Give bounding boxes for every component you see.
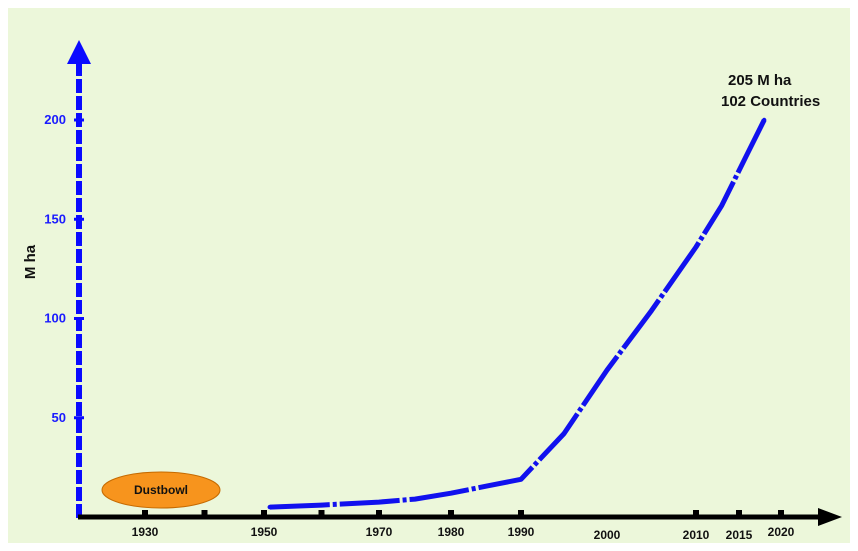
x-tick-mark xyxy=(736,510,742,518)
series-line xyxy=(269,118,767,510)
data-point xyxy=(745,151,750,156)
x-tick-label: 2010 xyxy=(683,528,710,542)
x-tick-label: 2020 xyxy=(768,525,795,539)
data-point xyxy=(319,502,324,508)
x-tick-label: 1970 xyxy=(366,525,393,539)
x-ticks: 1930 1950 1970 1980 1990 2000 2010 2015 2020 xyxy=(132,510,795,542)
y-tick-label: 50 xyxy=(52,410,66,425)
data-point xyxy=(561,431,567,436)
event-marker xyxy=(101,471,221,509)
chart-background xyxy=(8,8,850,543)
y-tick-label: 200 xyxy=(44,112,66,127)
x-tick-mark xyxy=(261,510,267,518)
x-tick-mark xyxy=(376,510,382,518)
data-point xyxy=(267,504,272,510)
x-tick-mark xyxy=(518,510,524,518)
y-axis-arrowhead xyxy=(67,40,91,64)
x-tick-mark xyxy=(142,510,148,518)
annotation-country-count: 102 Countries xyxy=(721,93,820,110)
x-tick-mark xyxy=(693,510,699,518)
y-tick-label: 150 xyxy=(44,211,66,226)
data-point xyxy=(604,367,610,373)
x-tick-mark xyxy=(318,510,325,518)
data-point xyxy=(719,203,724,208)
data-point xyxy=(649,308,654,313)
y-axis-label: M ha xyxy=(22,244,39,279)
x-tick-mark xyxy=(778,510,784,518)
y-tick-label: 100 xyxy=(44,311,66,326)
y-ticks: 50 100 150 200 xyxy=(44,112,84,425)
series-group xyxy=(267,117,767,510)
data-point xyxy=(483,484,489,489)
data-point xyxy=(693,244,699,250)
event-label: Dustbowl xyxy=(134,483,188,497)
x-tick-label: 2000 xyxy=(594,528,621,542)
x-axis-arrowhead xyxy=(818,508,842,526)
x-tick-label: 2015 xyxy=(726,528,753,542)
x-tick-label: 1930 xyxy=(132,525,159,539)
x-tick-mark xyxy=(201,510,208,518)
data-point xyxy=(762,117,767,123)
x-tick-label: 1950 xyxy=(251,525,278,539)
annotation-total-area: 205 M ha xyxy=(728,72,792,89)
data-point xyxy=(412,496,418,502)
data-point xyxy=(448,490,454,496)
x-tick-mark xyxy=(448,510,454,518)
x-tick-label: 1980 xyxy=(438,525,465,539)
data-point xyxy=(376,499,382,505)
x-tick-label: 1990 xyxy=(508,525,535,539)
data-point xyxy=(518,477,524,482)
